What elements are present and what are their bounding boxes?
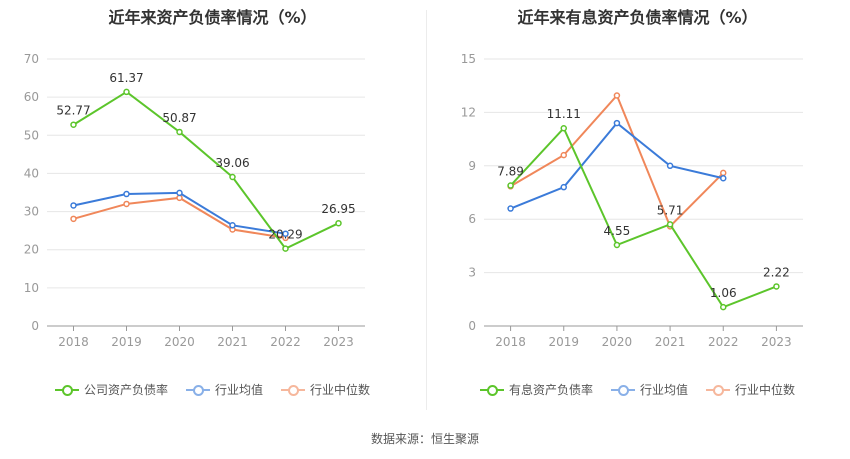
y-tick-label: 3 (468, 266, 476, 280)
legend-label: 行业中位数 (310, 383, 371, 397)
legend-swatch-icon (706, 384, 730, 396)
data-point[interactable] (282, 245, 289, 252)
x-tick-label: 2023 (323, 335, 354, 349)
y-tick-label: 12 (461, 105, 476, 119)
data-point[interactable] (70, 121, 77, 128)
chart-legend: 公司资产负债率 行业均值 行业中位数 (0, 381, 425, 398)
data-point[interactable] (229, 173, 236, 181)
data-point[interactable] (560, 151, 567, 159)
data-point[interactable] (70, 215, 77, 223)
chart-plot: 0 10 20 30 40 50 60 70 2018 2019 2020 2021 2022 2023 5… (24, 52, 365, 349)
legend-label: 行业均值 (214, 383, 263, 397)
legend-item[interactable]: 行业中位数 (281, 381, 370, 398)
chart-title: 近年来资产负债率情况（%） (108, 8, 317, 27)
chart-panel-debt-ratio: 近年来资产负债率情况（%） 0 10 20 30 40 50 60 70 2018 2019 202… (0, 0, 425, 420)
y-tick-label: 50 (24, 128, 39, 142)
panel-divider (426, 10, 427, 410)
data-label: 4.55 (604, 224, 631, 238)
data-point[interactable] (335, 219, 342, 227)
data-point[interactable] (176, 189, 183, 197)
x-tick-label: 2022 (270, 335, 301, 349)
series-line (73, 196, 286, 239)
data-point[interactable] (507, 182, 514, 189)
data-point[interactable] (123, 200, 130, 208)
data-point[interactable] (507, 205, 514, 212)
data-point[interactable] (720, 303, 727, 311)
legend-label: 行业中位数 (735, 383, 796, 397)
x-tick-label: 2020 (602, 335, 633, 349)
x-tick-label: 2023 (761, 335, 792, 349)
legend-item[interactable]: 行业均值 (185, 381, 263, 398)
y-tick-label: 6 (468, 212, 476, 226)
legend-item[interactable]: 公司资产负债率 (54, 381, 168, 398)
legend-item[interactable]: 行业均值 (610, 381, 688, 398)
data-source-note: 数据来源：恒生聚源 (370, 432, 479, 446)
data-point[interactable] (123, 88, 130, 96)
y-tick-label: 10 (24, 281, 39, 295)
data-point[interactable] (70, 202, 77, 209)
data-label: 39.06 (215, 156, 249, 170)
x-tick-label: 2020 (164, 335, 195, 349)
y-tick-label: 30 (24, 205, 39, 219)
data-label: 20.29 (268, 228, 302, 242)
y-tick-label: 15 (461, 52, 476, 66)
data-label: 1.06 (710, 286, 737, 300)
series-line (509, 126, 777, 309)
data-label: 11.11 (547, 107, 581, 121)
legend-swatch-icon (281, 384, 305, 396)
x-tick-label: 2021 (655, 335, 686, 349)
legend-swatch-icon (185, 384, 210, 396)
data-point[interactable] (176, 128, 183, 136)
chart-plot: 0 3 6 9 12 15 2018 2019 2020 2021 2022 2023 7.89 11.1… (461, 52, 803, 349)
x-tick-label: 2021 (217, 335, 248, 349)
data-label: 52.77 (56, 104, 90, 118)
y-tick-label: 9 (468, 159, 476, 173)
data-label: 7.89 (497, 165, 524, 179)
data-point[interactable] (720, 169, 727, 177)
data-label: 26.95 (321, 202, 355, 216)
data-label: 5.71 (657, 203, 684, 217)
legend-label: 公司资产负债率 (83, 383, 168, 397)
x-tick-label: 2022 (708, 335, 739, 349)
y-tick-label: 0 (468, 319, 476, 333)
y-tick-label: 70 (24, 52, 39, 66)
data-label: 61.37 (109, 71, 143, 85)
legend-label: 行业均值 (639, 383, 688, 397)
legend-item[interactable]: 行业中位数 (706, 381, 795, 398)
data-point[interactable] (282, 230, 289, 237)
data-point[interactable] (666, 162, 674, 170)
data-point[interactable] (560, 183, 567, 191)
x-tick-label: 2019 (111, 335, 142, 349)
legend-swatch-icon (610, 384, 635, 396)
data-point[interactable] (560, 124, 567, 132)
y-tick-label: 40 (24, 166, 39, 180)
x-tick-label: 2018 (495, 335, 526, 349)
legend-swatch-icon (479, 384, 504, 396)
legend-label: 有息资产负债率 (508, 383, 593, 397)
data-point[interactable] (613, 119, 621, 127)
y-tick-label: 0 (31, 319, 39, 333)
y-tick-label: 60 (24, 90, 39, 104)
legend-swatch-icon (54, 384, 79, 396)
data-point[interactable] (720, 175, 727, 182)
data-point[interactable] (123, 190, 130, 198)
data-point[interactable] (613, 92, 621, 99)
chart-legend: 有息资产负债率 行业均值 行业中位数 (425, 381, 850, 398)
x-tick-label: 2018 (58, 335, 89, 349)
chart-panel-interest-debt-ratio: 近年来有息资产负债率情况（%） 0 3 6 9 12 15 2018 2019 2020 2021… (425, 0, 850, 420)
data-point[interactable] (773, 283, 780, 290)
y-tick-label: 20 (24, 243, 39, 257)
data-point[interactable] (229, 222, 236, 229)
data-label: 50.87 (162, 111, 196, 125)
data-point[interactable] (613, 241, 621, 249)
series-line (510, 93, 724, 229)
legend-item[interactable]: 有息资产负债率 (479, 381, 593, 398)
x-tick-label: 2019 (548, 335, 579, 349)
chart-title: 近年来有息资产负债率情况（%） (517, 8, 758, 27)
data-point[interactable] (666, 221, 674, 228)
data-label: 2.22 (763, 265, 790, 279)
series-line (72, 90, 339, 250)
